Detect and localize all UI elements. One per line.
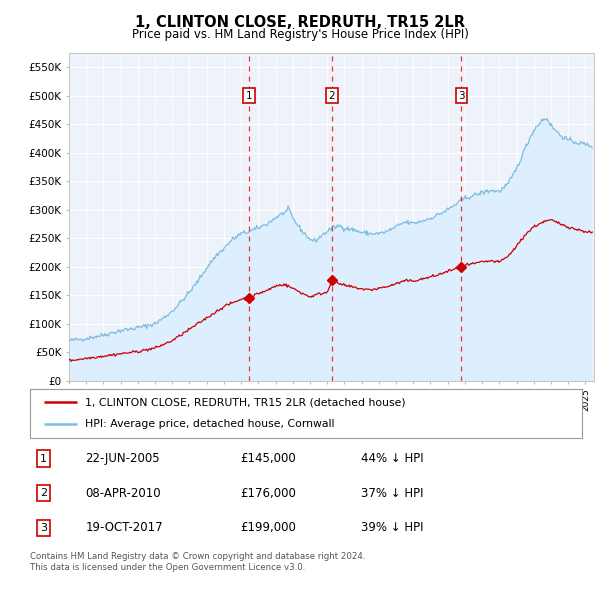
Text: £145,000: £145,000 <box>240 452 296 465</box>
Text: Price paid vs. HM Land Registry's House Price Index (HPI): Price paid vs. HM Land Registry's House … <box>131 28 469 41</box>
Text: 19-OCT-2017: 19-OCT-2017 <box>85 522 163 535</box>
Text: £176,000: £176,000 <box>240 487 296 500</box>
Text: Contains HM Land Registry data © Crown copyright and database right 2024.: Contains HM Land Registry data © Crown c… <box>30 552 365 560</box>
Text: HPI: Average price, detached house, Cornwall: HPI: Average price, detached house, Corn… <box>85 419 335 430</box>
Text: 1: 1 <box>40 454 47 464</box>
Text: 1: 1 <box>246 91 253 101</box>
Text: £199,000: £199,000 <box>240 522 296 535</box>
Text: 39% ↓ HPI: 39% ↓ HPI <box>361 522 424 535</box>
Text: 37% ↓ HPI: 37% ↓ HPI <box>361 487 424 500</box>
Text: 22-JUN-2005: 22-JUN-2005 <box>85 452 160 465</box>
Text: 1, CLINTON CLOSE, REDRUTH, TR15 2LR (detached house): 1, CLINTON CLOSE, REDRUTH, TR15 2LR (det… <box>85 398 406 408</box>
Text: 2: 2 <box>40 489 47 498</box>
Text: This data is licensed under the Open Government Licence v3.0.: This data is licensed under the Open Gov… <box>30 563 305 572</box>
Text: 1, CLINTON CLOSE, REDRUTH, TR15 2LR: 1, CLINTON CLOSE, REDRUTH, TR15 2LR <box>135 15 465 30</box>
Text: 3: 3 <box>40 523 47 533</box>
Text: 2: 2 <box>329 91 335 101</box>
Text: 08-APR-2010: 08-APR-2010 <box>85 487 161 500</box>
Text: 44% ↓ HPI: 44% ↓ HPI <box>361 452 424 465</box>
Text: 3: 3 <box>458 91 465 101</box>
